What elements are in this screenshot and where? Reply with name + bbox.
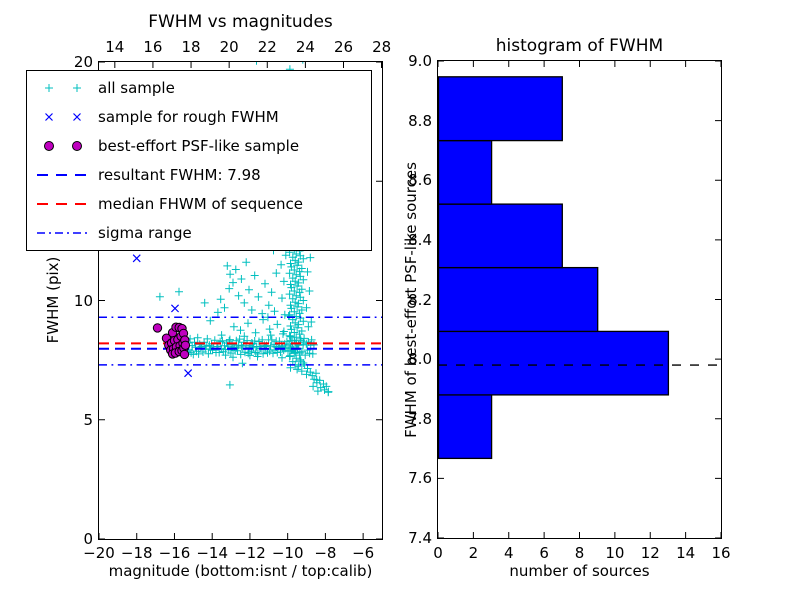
legend-box: all sample sample for rough FWHM best-effo… [26, 70, 372, 251]
legend-item: best-effort PSF-like sample [27, 132, 371, 160]
tick-label: 8 [574, 544, 585, 562]
tick-label: 20 [73, 53, 93, 71]
tick-label: 2 [468, 544, 479, 562]
tick-label: −14 [196, 544, 229, 562]
legend-item-label: resultant FWHM: 7.98 [98, 166, 261, 184]
tick-label: 8.8 [408, 111, 432, 130]
tick-label: 9.0 [408, 52, 432, 70]
tick-label: −8 [314, 544, 337, 562]
tick-label: 7.4 [408, 529, 432, 547]
tick-label: 18 [181, 38, 201, 56]
tick-label: 8.4 [408, 230, 432, 249]
legend-item: sigma range [27, 219, 371, 247]
tick-label: −20 [83, 544, 115, 562]
right-plot-title: histogram of FWHM [495, 36, 664, 56]
tick-label: 16 [711, 544, 731, 562]
tick-label: −6 [352, 544, 375, 562]
histogram-plot-area [437, 60, 722, 539]
right-xaxis-label: number of sources [509, 562, 650, 580]
tick-label: 24 [295, 38, 315, 56]
tick-label: 10 [605, 544, 625, 562]
scatter-plot-canvas [99, 62, 382, 539]
legend-marker-dot-icon [44, 141, 82, 151]
tick-label: 0 [83, 530, 93, 548]
legend-item: all sample [27, 74, 371, 102]
tick-label: −10 [271, 544, 304, 562]
tick-label: 10 [73, 291, 93, 310]
tick-label: 8.2 [408, 290, 432, 309]
tick-label: 14 [676, 544, 696, 562]
tick-label: 20 [219, 38, 239, 56]
legend-marker-dashdot-line-icon [37, 232, 89, 234]
tick-label: 12 [640, 544, 660, 562]
legend-item-label: sample for rough FWHM [98, 108, 279, 126]
legend-item-label: median FHWM of sequence [98, 195, 303, 213]
tick-label: 8.0 [408, 350, 432, 369]
legend-item: resultant FWHM: 7.98 [27, 161, 371, 189]
right-yaxis-label: FWHM of best-effort PSF-like sources [402, 162, 420, 438]
legend-marker-dashed-line-icon [37, 203, 89, 205]
legend-item: median FHWM of sequence [27, 190, 371, 218]
left-xaxis-label: magnitude (bottom:isnt / top:calib) [108, 562, 373, 580]
tick-label: 14 [105, 38, 125, 56]
legend-item-label: all sample [98, 79, 175, 97]
tick-label: 6 [539, 544, 549, 562]
legend-item-label: sigma range [98, 224, 192, 242]
tick-label: 28 [372, 38, 392, 56]
tick-label: 22 [257, 38, 277, 56]
legend-item-label: best-effort PSF-like sample [98, 137, 300, 155]
tick-label: 7.6 [408, 469, 432, 488]
tick-label: 26 [333, 38, 354, 56]
tick-label: 5 [83, 410, 93, 429]
tick-label: 7.8 [408, 409, 432, 428]
tick-label: −12 [234, 544, 266, 562]
legend-marker-x-icon [45, 113, 81, 121]
tick-label: 4 [503, 544, 514, 562]
tick-label: −18 [120, 544, 153, 562]
tick-label: 8.6 [408, 171, 432, 190]
tick-label: 0 [433, 544, 443, 562]
legend-marker-plus-icon [45, 84, 81, 92]
left-plot-title: FWHM vs magnitudes [148, 12, 333, 32]
tick-label: −16 [158, 544, 191, 562]
legend-marker-dashed-line-icon [37, 174, 89, 176]
tick-label: 16 [143, 38, 163, 56]
histogram-plot-canvas [438, 61, 721, 538]
legend-item: sample for rough FWHM [27, 103, 371, 131]
